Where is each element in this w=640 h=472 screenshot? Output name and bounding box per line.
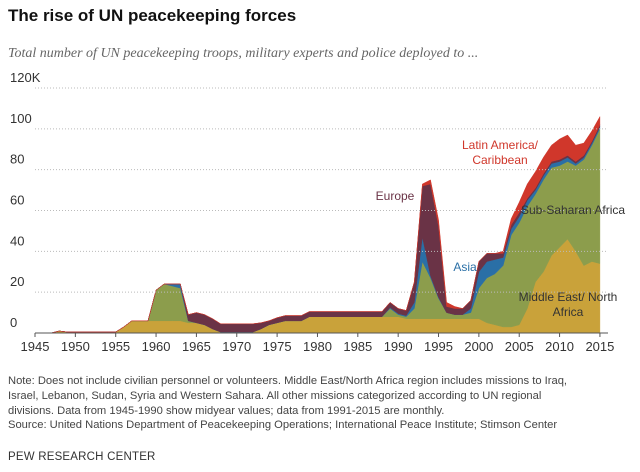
y-tick-label: 40 <box>10 233 24 248</box>
x-tick-label: 2010 <box>545 339 574 354</box>
note: Note: Does not include civilian personne… <box>8 375 568 417</box>
x-tick-label: 1995 <box>424 339 453 354</box>
x-tick-label: 1965 <box>182 339 211 354</box>
series-label: Asia <box>453 260 477 274</box>
x-tick-label: 1990 <box>384 339 413 354</box>
x-tick-label: 1955 <box>101 339 130 354</box>
source: Source: United Nations Department of Pea… <box>8 419 558 431</box>
x-tick-label: 2015 <box>585 339 614 354</box>
x-tick-label: 1950 <box>61 339 90 354</box>
series-label: Middle East/ North Africa <box>518 290 618 319</box>
y-tick-label: 80 <box>10 152 24 167</box>
y-tick-label: 60 <box>10 193 24 208</box>
series-label: Latin America/ Caribbean <box>461 138 539 167</box>
x-tick-label: 1985 <box>343 339 372 354</box>
y-tick-label: 0 <box>10 315 17 330</box>
credit: PEW RESEARCH CENTER <box>8 451 156 463</box>
x-tick-label: 2000 <box>464 339 493 354</box>
x-tick-label: 1945 <box>21 339 50 354</box>
y-tick-label: 100 <box>10 111 32 126</box>
y-tick-label: 20 <box>10 274 24 289</box>
x-tick-label: 1975 <box>263 339 292 354</box>
series-label: Europe <box>375 189 415 203</box>
chart-title: The rise of UN peacekeeping forces <box>8 6 297 25</box>
series-label: Sub-Saharan Africa <box>520 203 626 217</box>
x-tick-label: 1970 <box>222 339 251 354</box>
x-tick-label: 1980 <box>303 339 332 354</box>
x-tick-label: 2005 <box>505 339 534 354</box>
y-tick-label: 120K <box>10 70 41 85</box>
x-tick-label: 1960 <box>142 339 171 354</box>
chart-subtitle: Total number of UN peacekeeping troops, … <box>8 46 479 61</box>
area <box>35 115 601 334</box>
